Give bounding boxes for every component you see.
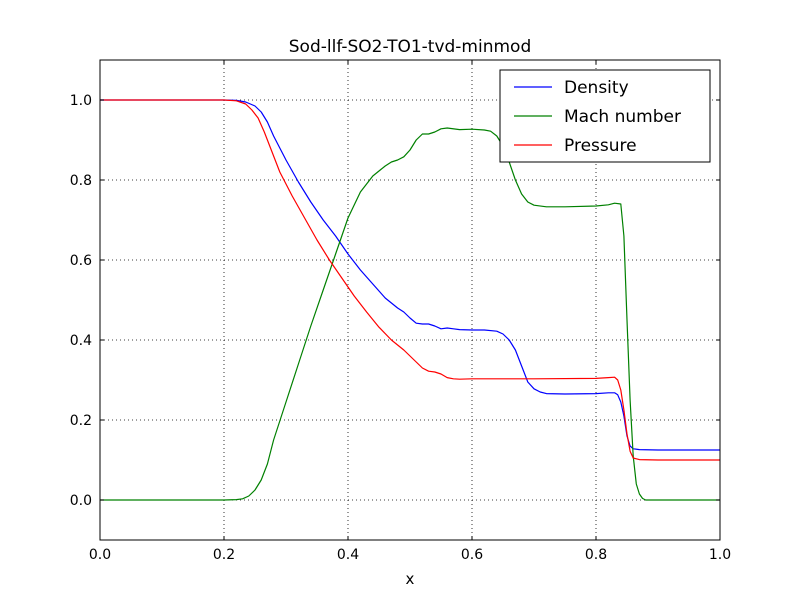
y-tick-label: 0.0 [70,493,92,509]
y-tick-label: 0.4 [70,333,92,349]
series-layer [100,99,720,501]
x-tick-label: 0.4 [337,547,359,563]
series-line-mach-number [100,127,720,501]
x-tick-label: 0.6 [461,547,483,563]
x-axis-label: x [406,570,415,588]
x-tick-label: 0.2 [213,547,235,563]
y-tick-label: 0.2 [70,413,92,429]
legend-label-density: Density [564,78,629,98]
axis-ticks: 0.0 0.2 0.4 0.6 0.8 1.0 0.0 0.2 0.4 0.6 0.8 1.0 [70,60,731,563]
series-line-density [100,99,720,451]
y-tick-label: 0.8 [70,173,92,189]
x-tick-label: 0.8 [585,547,607,563]
plot-frame [99,59,721,541]
legend: Density Mach number Pressure [499,69,711,163]
legend-label-pressure: Pressure [564,136,637,156]
legend-label-mach-number: Mach number [564,107,681,127]
series-line-pressure [100,99,720,461]
chart-title: Sod-llf-SO2-TO1-tvd-minmod [289,37,532,57]
y-tick-label: 0.6 [70,253,92,269]
x-tick-label: 0.0 [89,547,111,563]
y-tick-label: 1.0 [70,93,92,109]
x-tick-label: 1.0 [709,547,731,563]
